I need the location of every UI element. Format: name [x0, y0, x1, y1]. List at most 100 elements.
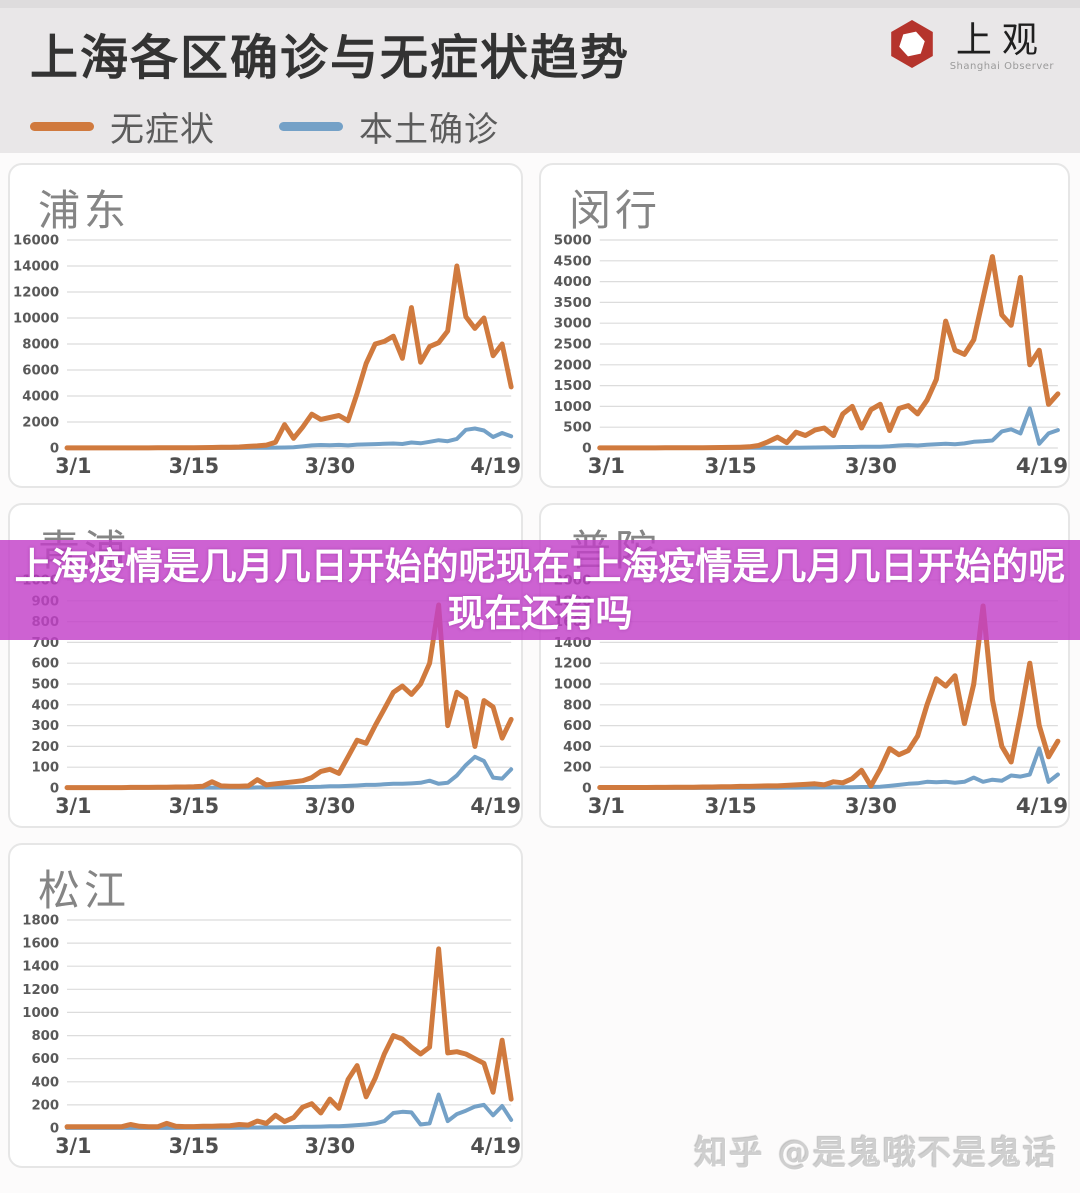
legend-label-asymptomatic: 无症状 — [110, 110, 215, 150]
hexagon-logo-icon — [886, 16, 938, 76]
legend: 无症状 本土确诊 — [30, 102, 499, 151]
y-tick-label: 200 — [563, 760, 592, 776]
series-asymptomatic-line — [64, 263, 514, 451]
y-tick-label: 6000 — [22, 363, 59, 378]
x-axis-labels: 3/1 3/15 3/30 4/19 — [55, 454, 521, 478]
y-tick-label: 1200 — [554, 656, 592, 672]
y-tick-label: 200 — [31, 740, 59, 755]
y-tick-label: 400 — [31, 1075, 59, 1090]
y-tick-label: 500 — [563, 420, 592, 436]
x-tick-label: 3/15 — [169, 794, 220, 818]
x-tick-label: 3/30 — [305, 454, 356, 478]
district-title: 浦东 — [38, 186, 131, 235]
y-tick-label: 0 — [582, 781, 592, 797]
y-tick-label: 500 — [31, 677, 59, 692]
y-tick-label: 1600 — [22, 937, 59, 952]
y-tick-label: 1200 — [22, 983, 59, 998]
y-tick-label: 2000 — [554, 357, 592, 373]
x-tick-label: 3/1 — [55, 1134, 91, 1158]
shanghai-observer-logo: 上观 Shanghai Observer — [886, 16, 1054, 76]
x-tick-label: 3/15 — [705, 793, 757, 818]
y-tick-label: 14000 — [13, 259, 59, 274]
x-tick-label: 3/15 — [705, 453, 757, 478]
y-tick-label: 10000 — [13, 311, 59, 326]
overlay-text-line2: 现在还有吗 — [447, 592, 633, 635]
series-lines — [597, 254, 1061, 451]
y-tick-label: 1800 — [22, 913, 59, 928]
x-tick-label: 4/19 — [470, 1134, 521, 1158]
legend-item-confirmed: 本土确诊 — [279, 102, 499, 151]
y-tick-label: 400 — [31, 698, 59, 713]
x-tick-label: 3/1 — [55, 794, 91, 818]
district-chart: 0 2000 4000 6000 8000 10000 12000 14000 16000 3/1… — [13, 233, 521, 478]
y-tick-label: 400 — [563, 739, 592, 755]
x-tick-label: 3/15 — [169, 1134, 220, 1158]
x-tick-label: 3/1 — [588, 453, 625, 478]
x-tick-label: 3/15 — [169, 454, 220, 478]
x-axis-labels: 3/1 3/15 3/30 4/19 — [55, 1134, 521, 1158]
x-tick-label: 3/30 — [305, 1134, 356, 1158]
district-title: 闵行 — [569, 186, 662, 235]
legend-label-confirmed: 本土确诊 — [359, 110, 499, 150]
y-tick-label: 600 — [563, 718, 592, 734]
y-tick-label: 1000 — [22, 1006, 59, 1021]
x-axis-labels: 3/1 3/15 3/30 4/19 — [588, 793, 1068, 818]
x-tick-label: 4/19 — [1016, 793, 1068, 818]
y-tick-label: 0 — [582, 441, 592, 457]
asymptomatic-line-swatch — [30, 122, 94, 131]
x-tick-label: 3/30 — [845, 793, 897, 818]
x-tick-label: 4/19 — [470, 794, 521, 818]
series-asymptomatic-line — [597, 254, 1061, 451]
district-chart: 0 500 1000 1500 2000 2500 3000 3500 4000 4500 5000… — [554, 233, 1068, 478]
y-tick-label: 2000 — [22, 415, 59, 430]
x-tick-label: 4/19 — [1016, 453, 1068, 478]
page-title: 上海各区确诊与无症状趋势 — [30, 30, 631, 86]
y-tick-label: 0 — [50, 781, 59, 796]
y-tick-label: 100 — [31, 761, 59, 776]
district-card-0: 浦东 0 2000 4000 6000 8000 10000 12000 14000 16000 3… — [8, 163, 523, 488]
series-lines — [64, 263, 514, 451]
y-tick-label: 300 — [31, 719, 59, 734]
y-tick-label: 0 — [50, 1121, 59, 1136]
district-card-4: 松江 0 200 400 600 800 1000 1200 1400 1600 1800 3/1 3/… — [8, 843, 523, 1168]
district-title: 松江 — [38, 866, 131, 915]
x-tick-label: 3/30 — [845, 453, 897, 478]
y-tick-label: 4000 — [22, 389, 59, 404]
charts-grid: 浦东 0 2000 4000 6000 8000 10000 12000 14000 16000 3… — [8, 163, 1070, 1168]
y-tick-label: 2500 — [554, 337, 592, 353]
y-tick-label: 4500 — [554, 253, 592, 269]
series-lines — [64, 946, 514, 1130]
y-tick-label: 12000 — [13, 285, 59, 300]
y-tick-label: 4000 — [554, 274, 592, 290]
y-tick-label: 5000 — [554, 233, 592, 249]
x-tick-label: 4/19 — [470, 454, 521, 478]
y-tick-label: 8000 — [22, 337, 59, 352]
y-axis-labels: 0 500 1000 1500 2000 2500 3000 3500 4000 4500 5000 — [554, 233, 592, 457]
series-confirmed-line — [597, 406, 1060, 450]
district-chart: 0 200 400 600 800 1000 1200 1400 1600 1800 3/1 3/15… — [22, 913, 521, 1158]
y-tick-label: 3500 — [554, 295, 592, 311]
y-tick-label: 600 — [31, 1052, 59, 1067]
logo-name-cn: 上观 — [955, 19, 1048, 61]
logo-name-en: Shanghai Observer — [949, 60, 1054, 72]
y-tick-label: 200 — [31, 1098, 59, 1113]
y-axis-labels: 0 200 400 600 800 1000 1200 1400 1600 1800 — [22, 913, 59, 1136]
x-tick-label: 3/1 — [588, 793, 625, 818]
logo-text: 上观 Shanghai Observer — [949, 19, 1054, 72]
y-tick-label: 3000 — [554, 316, 592, 332]
series-asymptomatic-line — [64, 946, 514, 1130]
x-tick-label: 3/30 — [305, 794, 356, 818]
gridlines — [66, 239, 512, 449]
y-tick-label: 800 — [31, 1029, 59, 1044]
y-tick-label: 16000 — [13, 233, 59, 248]
y-tick-label: 600 — [31, 657, 59, 672]
legend-item-asymptomatic: 无症状 — [30, 102, 215, 151]
zhihu-watermark: 知乎 @是鬼哦不是鬼话 — [694, 1133, 1058, 1172]
y-tick-label: 0 — [50, 441, 59, 456]
confirmed-line-swatch — [279, 122, 343, 131]
y-tick-label: 1400 — [22, 960, 59, 975]
header: 上海各区确诊与无症状趋势 上观 Shanghai Observer 无症状 本 — [0, 0, 1080, 153]
x-tick-label: 3/1 — [55, 454, 91, 478]
y-axis-labels: 0 2000 4000 6000 8000 10000 12000 14000 16000 — [13, 233, 59, 456]
